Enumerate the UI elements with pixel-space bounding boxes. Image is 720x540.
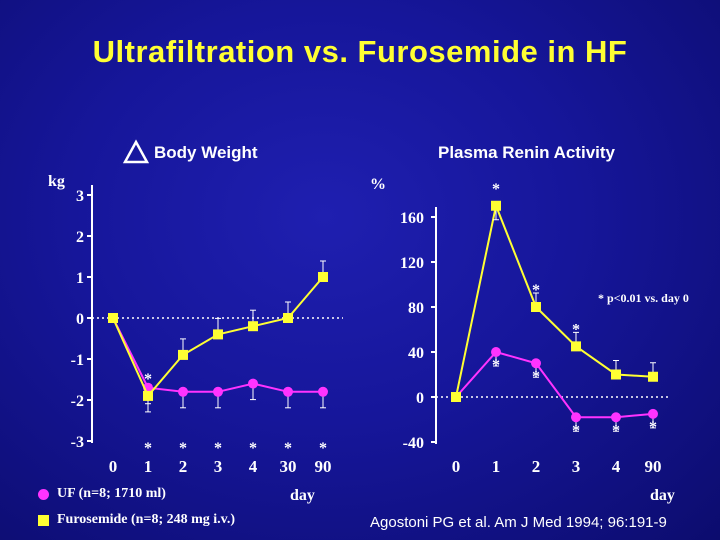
chart-2-x-tick-label: 1 [492, 457, 501, 476]
chart-2-significance-star: * [649, 419, 657, 436]
chart-1-furosemide-point [108, 313, 118, 323]
legend-furosemide-marker [38, 514, 49, 526]
chart-1-y-label: kg [48, 173, 65, 190]
chart-2-significance-star: * [492, 181, 500, 198]
chart-2-x-tick-label: 90 [645, 457, 662, 476]
chart-1-y-tick-label: -1 [71, 352, 84, 369]
chart-1-y-tick-label: 2 [76, 229, 84, 246]
chart-2-furosemide-point [491, 200, 501, 211]
chart-2-significance-star: * [572, 422, 580, 439]
chart-1-significance-star: * [144, 440, 152, 457]
chart-2-y-tick-label: -40 [403, 435, 424, 452]
chart-1-uf-point [178, 386, 188, 397]
chart-1-y-tick-label: 0 [76, 311, 84, 328]
chart-1-furosemide-point [318, 272, 328, 282]
chart-1-significance-star: * [214, 440, 222, 457]
chart-2-title: Plasma Renin Activity [438, 143, 615, 162]
chart-2-y-tick-label: 80 [408, 300, 424, 317]
chart-2-y-tick-label: 160 [400, 210, 424, 227]
chart-1-title: Body Weight [154, 143, 258, 162]
chart-2-uf-point [531, 358, 541, 369]
legend-furosemide: Furosemide (n=8; 248 mg i.v.) [38, 512, 235, 528]
chart-1-uf-point [318, 386, 328, 397]
chart-1-x-tick-label: 2 [179, 457, 188, 476]
chart-1-significance-star: * [284, 440, 292, 457]
chart-1-uf-point [213, 386, 223, 397]
chart-1-y-tick-label: 1 [76, 270, 84, 287]
chart-1-y-tick-label: 3 [76, 188, 84, 205]
chart-1-significance-star: * [249, 440, 257, 457]
chart-1-x-tick-label: 30 [280, 457, 297, 476]
chart-1-x-tick-label: 1 [144, 457, 153, 476]
chart-2-x-label: day [650, 487, 675, 504]
chart-2-significance-star: * [532, 282, 540, 299]
citation: Agostoni PG et al. Am J Med 1994; 96:191… [370, 514, 667, 531]
chart-1-x-tick-label: 3 [214, 457, 223, 476]
chart-1-furosemide-point [143, 390, 153, 401]
chart-2-y-tick-label: 0 [416, 390, 424, 407]
chart-2-uf-point [611, 412, 621, 423]
chart-2-furosemide-point [611, 369, 621, 380]
chart-1-x-label: day [290, 487, 315, 504]
chart-2-furosemide-point [531, 302, 541, 312]
legend-uf-label: UF (n=8; 1710 ml) [57, 486, 166, 501]
chart-1-x-tick-label: 0 [109, 457, 118, 476]
chart-2-x-tick-label: 0 [452, 457, 461, 476]
chart-2-series-circle-line [455, 350, 654, 419]
chart-2-significance-star: * [492, 357, 500, 374]
chart-2-furosemide-point [648, 371, 658, 382]
chart-2-furosemide-point [571, 341, 581, 352]
chart-2-significance-star: * [532, 368, 540, 385]
chart-2-x-tick-label: 2 [532, 457, 541, 476]
chart-2-x-tick-label: 3 [572, 457, 581, 476]
chart-2-series-square-line [455, 202, 654, 398]
significance-note: * p<0.01 vs. day 0 [598, 291, 689, 305]
chart-1-significance-star: * [179, 440, 187, 457]
chart-1-uf-point [283, 386, 293, 397]
chart-1-significance-star: * [319, 440, 327, 457]
chart-1-furosemide-point [178, 349, 188, 360]
legend-furosemide-label: Furosemide (n=8; 248 mg i.v.) [57, 512, 236, 527]
legend-uf-marker [38, 488, 49, 500]
chart-1-x-tick-label: 90 [315, 457, 332, 476]
chart-2-y-label: % [370, 176, 386, 193]
chart-2-significance-star: * [572, 321, 580, 338]
chart-2-y-tick-label: 40 [408, 345, 424, 362]
chart-1-uf-point [248, 378, 258, 389]
chart-2-uf-point [648, 408, 658, 419]
chart-2-significance-star: * [612, 422, 620, 439]
chart-2-uf-point [571, 412, 581, 423]
legend-uf: UF (n=8; 1710 ml) [38, 486, 166, 502]
chart-2-x-tick-label: 4 [612, 457, 621, 476]
chart-1-y-tick-label: -3 [71, 434, 84, 451]
slide-title: Ultrafiltration vs. Furosemide in HF [92, 34, 628, 69]
chart-1-significance-star: * [144, 371, 152, 388]
chart-1-furosemide-point [248, 321, 258, 332]
chart-1-x-tick-label: 4 [249, 457, 258, 476]
chart-2-furosemide-point [451, 392, 461, 402]
chart-1-furosemide-point [283, 313, 293, 323]
chart-2-uf-point [491, 347, 501, 357]
chart-2-y-tick-label: 120 [400, 255, 424, 272]
chart-1-furosemide-point [213, 329, 223, 340]
chart-1-y-tick-label: -2 [71, 393, 84, 410]
